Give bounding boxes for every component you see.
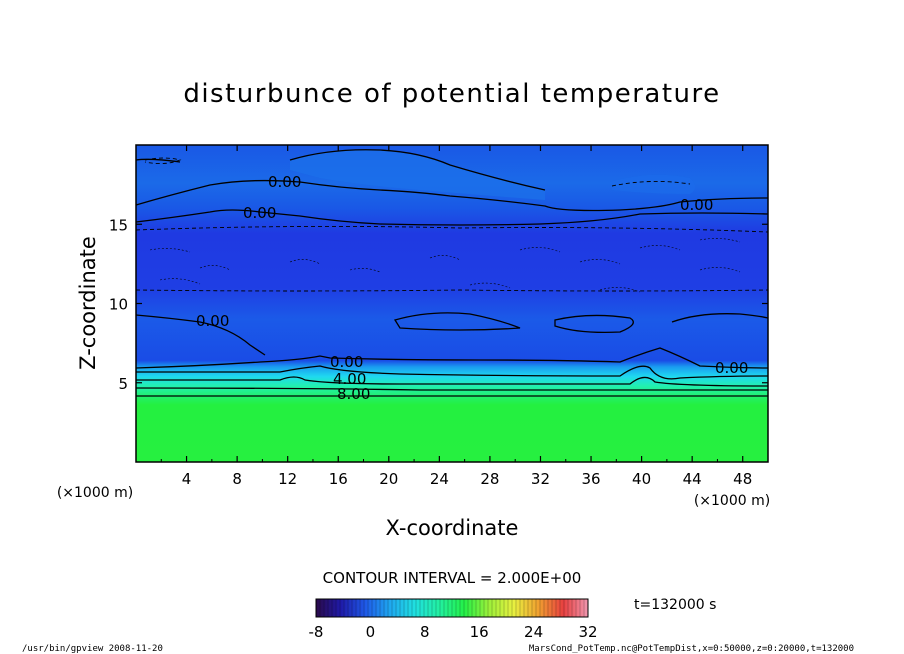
contour-line — [135, 209, 769, 226]
x-tick-label: 36 — [581, 470, 600, 488]
contour-label: 0.00 — [715, 359, 748, 377]
x-tick-label: 4 — [182, 470, 192, 488]
footer-left: /usr/bin/gpview 2008-11-20 — [22, 644, 163, 654]
plot-area: 0.00 0.00 0.00 0.00 0.00 0.00 4.00 8.00 — [135, 144, 769, 463]
colorbar-tick-label: 8 — [420, 623, 430, 641]
contour-line — [554, 314, 634, 334]
contour-label: 0.00 — [330, 353, 363, 371]
colorbar-ticks: -8 0 8 16 24 32 — [309, 623, 598, 641]
x-tick-label: 16 — [329, 470, 348, 488]
field-background — [136, 145, 768, 462]
y-tick-label: 5 — [118, 375, 128, 393]
contour-label: 0.00 — [680, 196, 713, 214]
contour-label: 0.00 — [243, 204, 276, 222]
contour-line — [135, 387, 768, 391]
x-unit-label: (×1000 m) — [694, 493, 770, 509]
y-unit-label: (×1000 m) — [57, 485, 133, 501]
contour-line — [136, 365, 769, 380]
dashed-contour — [611, 180, 691, 187]
contour-lines — [135, 149, 769, 397]
chart-title: disturbunce of potential temperature — [183, 79, 720, 109]
y-axis-ticks: 5 10 15 — [109, 216, 768, 393]
footer-right: MarsCond_PotTemp.nc@PotTempDist,x=0:5000… — [529, 644, 854, 654]
y-axis-label: Z-coordinate — [76, 236, 100, 370]
y-tick-label: 15 — [109, 216, 128, 234]
contour-line — [135, 347, 769, 369]
dashed-contour — [135, 289, 769, 292]
x-tick-label: 24 — [430, 470, 449, 488]
contour-labels: 0.00 0.00 0.00 0.00 0.00 0.00 4.00 8.00 — [196, 173, 748, 403]
x-tick-label: 20 — [379, 470, 398, 488]
contour-line — [135, 179, 769, 212]
dashed-contours — [135, 157, 769, 292]
x-tick-label: 40 — [632, 470, 651, 488]
time-label: t=132000 s — [634, 597, 716, 613]
contour-line — [135, 149, 546, 191]
y-tick-label: 10 — [109, 296, 128, 314]
contour-interval: CONTOUR INTERVAL = 2.000E+00 — [323, 569, 582, 587]
x-tick-label: 32 — [531, 470, 550, 488]
contour-label: 0.00 — [196, 312, 229, 330]
noise-speckles — [149, 238, 741, 293]
colorbar-tick-label: 0 — [366, 623, 376, 641]
x-axis-ticks: 4 8 12 16 20 24 28 32 36 40 44 48 — [160, 145, 752, 488]
contour-line — [135, 314, 266, 356]
upper-blob — [290, 149, 545, 200]
speckle — [149, 238, 741, 293]
x-tick-label: 28 — [480, 470, 499, 488]
x-tick-label: 48 — [733, 470, 752, 488]
colorbar-tick-label: 16 — [470, 623, 489, 641]
contour-label: 0.00 — [268, 173, 301, 191]
dashed-contour — [144, 157, 182, 165]
contour-label: 8.00 — [337, 385, 370, 403]
right-upper-blob — [610, 174, 695, 194]
x-tick-label: 44 — [683, 470, 702, 488]
colorbar-tick-label: 24 — [524, 623, 543, 641]
colorbar — [315, 598, 589, 618]
colorbar-tick-label: -8 — [309, 623, 324, 641]
x-axis-label: X-coordinate — [386, 516, 519, 540]
contour-label: 4.00 — [333, 370, 366, 388]
dashed-contour — [135, 225, 769, 233]
contour-line — [671, 313, 769, 323]
colorbar-tick-label: 32 — [578, 623, 597, 641]
contour-line — [135, 376, 769, 387]
x-tick-label: 12 — [278, 470, 297, 488]
contour-line — [393, 312, 521, 331]
x-tick-label: 8 — [232, 470, 242, 488]
